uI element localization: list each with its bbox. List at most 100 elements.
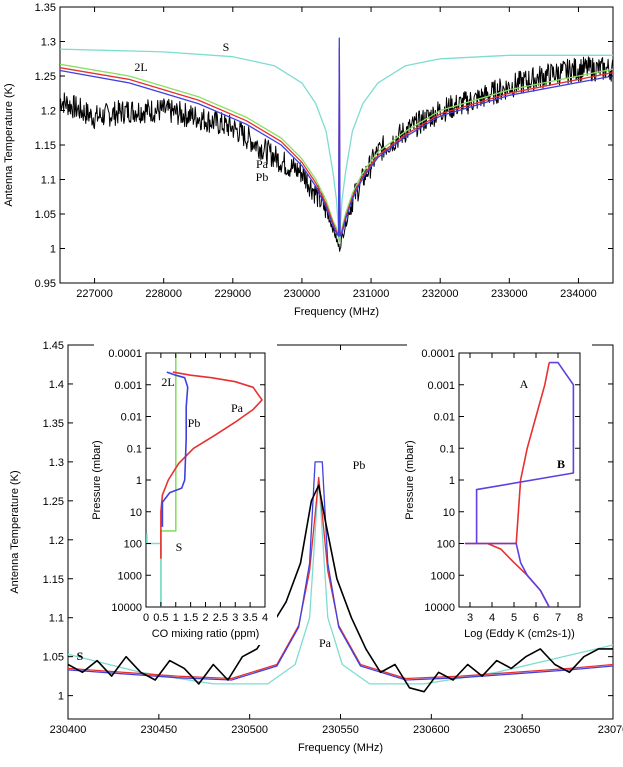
x-tick-label: 233000	[491, 288, 528, 300]
x-axis-title: Frequency (MHz)	[298, 742, 383, 754]
x-tick-label: 3	[232, 612, 238, 624]
y-tick-label: 0.01	[434, 412, 455, 424]
x-tick-label: 7	[555, 612, 561, 624]
y-tick-label: 10	[443, 507, 455, 519]
series-pb	[60, 37, 613, 237]
x-tick-label: 232000	[422, 288, 459, 300]
y-tick-label: 1.1	[49, 613, 64, 625]
inset-2-background	[94, 343, 277, 645]
x-tick-label: 8	[577, 612, 583, 624]
series-pa	[68, 476, 613, 680]
x-tick-label: 1.5	[183, 612, 198, 624]
y-tick-label: 0.0001	[108, 348, 142, 360]
x-tick-label: 0.5	[153, 612, 168, 624]
y-tick-label: 100	[124, 539, 142, 551]
x-tick-label: 5	[511, 612, 517, 624]
y-axis-title: Antenna Temperature (K)	[3, 83, 15, 206]
x-tick-label: 230450	[140, 724, 177, 736]
y-axis-title: Pressure (mbar)	[91, 440, 103, 519]
annotation-a-inset: A	[520, 377, 529, 391]
y-tick-label: 0.001	[427, 380, 455, 392]
series-pb	[161, 371, 189, 527]
y-tick-label: 1.4	[49, 379, 64, 391]
annotation-pb-bottom: Pb	[353, 458, 366, 472]
x-tick-label: 2.5	[213, 612, 228, 624]
x-tick-label: 2	[202, 612, 208, 624]
x-tick-label: 229000	[214, 288, 251, 300]
annotation-pb-top: Pb	[256, 170, 269, 184]
y-tick-label: 1.15	[43, 574, 64, 586]
y-tick-label: 10000	[424, 602, 455, 614]
x-tick-label: 228000	[145, 288, 182, 300]
y-tick-label: 1.05	[43, 652, 64, 664]
y-tick-label: 10000	[111, 602, 142, 614]
axes-2: 0 0.5 1 1.5 2 2.5 3 3.5 4 0.0001 0.001 0.01 0.1 1 10 10…	[91, 348, 268, 640]
annotation-pa-bottom: Pa	[319, 636, 332, 650]
x-tick-label: 3	[467, 612, 473, 624]
x-tick-label: 230550	[322, 724, 359, 736]
series-b	[464, 361, 575, 607]
x-tick-label: 4	[262, 612, 268, 624]
x-tick-label: 4	[489, 612, 495, 624]
y-tick-label: 1000	[431, 570, 455, 582]
x-tick-label: 230000	[284, 288, 321, 300]
y-tick-label: 0.0001	[421, 348, 455, 360]
y-tick-label: 1.15	[35, 140, 56, 152]
axes-1: 230400 230450 230500 230550 230600 230650 2307…	[9, 340, 623, 754]
annotation-pa-top: Pa	[256, 157, 269, 171]
x-tick-label: 230650	[504, 724, 541, 736]
y-axis-title: Pressure (mbar)	[404, 440, 416, 519]
y-tick-label: 1.35	[35, 2, 56, 14]
x-tick-label: 231000	[353, 288, 390, 300]
plot-2-series	[146, 353, 263, 607]
x-tick-label: 234000	[560, 288, 597, 300]
x-tick-label: 230600	[413, 724, 450, 736]
y-tick-label: 1	[58, 691, 64, 703]
y-tick-label: 10	[130, 507, 142, 519]
series-pa	[160, 371, 263, 559]
x-tick-label: 6	[533, 612, 539, 624]
series-observed	[60, 56, 613, 252]
plot-0-series	[60, 37, 613, 252]
x-tick-label: 230500	[231, 724, 268, 736]
plot-1-series	[68, 461, 613, 693]
y-tick-label: 1000	[118, 570, 142, 582]
y-tick-label: 1.25	[43, 496, 64, 508]
inset-3-background	[407, 343, 592, 645]
y-tick-label: 1.05	[35, 209, 56, 221]
y-tick-label: 0.1	[127, 443, 142, 455]
y-tick-label: 0.001	[114, 380, 142, 392]
y-tick-label: 1	[449, 475, 455, 487]
x-axis-title: Log (Eddy K (cm2s-1))	[464, 628, 575, 640]
y-tick-label: 0.1	[440, 443, 455, 455]
y-tick-label: 1	[50, 244, 56, 256]
plot-3-series	[464, 361, 575, 607]
annotation-2l-top: 2L	[134, 60, 147, 74]
annotation-s-inset: S	[176, 540, 183, 554]
annotation-pa-inset: Pa	[231, 401, 244, 415]
annotation-b-inset: B	[557, 457, 565, 471]
y-tick-label: 1.25	[35, 71, 56, 83]
x-tick-label: 230400	[50, 724, 87, 736]
y-tick-label: 0.01	[121, 412, 142, 424]
y-tick-label: 1.3	[49, 457, 64, 469]
y-tick-label: 1	[136, 475, 142, 487]
x-tick-label: 3.5	[242, 612, 257, 624]
x-axis-title: CO mixing ratio (ppm)	[152, 628, 260, 640]
y-tick-label: 1.45	[43, 340, 64, 352]
x-tick-label: 1	[173, 612, 179, 624]
annotation-s-bottom: S	[77, 649, 84, 663]
y-tick-label: 0.95	[35, 278, 56, 290]
x-tick-label: 227000	[76, 288, 113, 300]
annotation-pb-inset: Pb	[188, 416, 201, 430]
y-tick-label: 1.2	[41, 106, 56, 118]
series-s	[60, 48, 613, 243]
y-tick-label: 1.35	[43, 418, 64, 430]
y-tick-label: 1.1	[41, 175, 56, 187]
axes-3: 3 4 5 6 7 8 0.0001 0.001 0.01 0.1 1 10 100 1000 10000 L…	[404, 348, 583, 640]
axes-0: 227000 228000 229000 230000 231000 232000 2330…	[3, 2, 613, 318]
x-tick-label: 23070	[598, 724, 623, 736]
series-observed	[68, 484, 613, 693]
annotation-s-top: S	[223, 40, 230, 54]
